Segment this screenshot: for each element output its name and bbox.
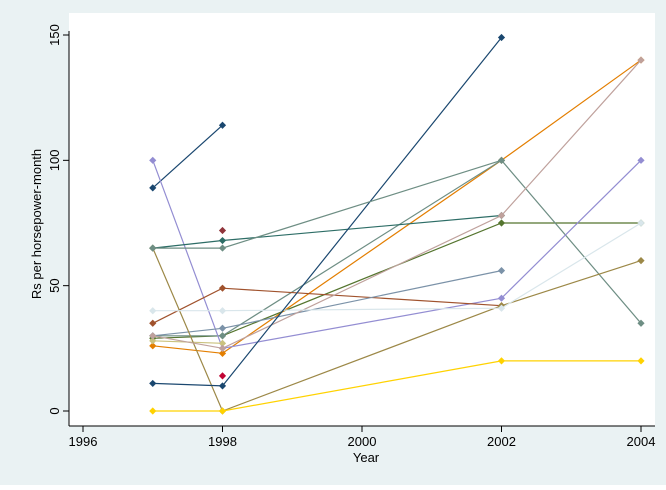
y-tick-label: 100 — [47, 149, 62, 171]
data-point — [218, 244, 227, 252]
data-point — [149, 332, 157, 340]
data-point — [637, 357, 645, 365]
data-point — [637, 257, 645, 265]
series-line — [152, 59, 642, 354]
data-point — [218, 284, 227, 292]
x-tick-label: 2002 — [487, 434, 516, 449]
series-line — [152, 159, 642, 349]
data-point — [497, 267, 506, 275]
x-tick-label: 1998 — [208, 434, 237, 449]
data-point — [218, 226, 227, 235]
data-point — [149, 319, 157, 327]
data-point — [637, 56, 645, 64]
x-tick-label: 2004 — [627, 434, 656, 449]
data-point — [497, 156, 506, 164]
series-6 — [218, 372, 227, 380]
data-point — [497, 33, 506, 42]
data-point — [218, 307, 227, 315]
x-tick-label: 1996 — [69, 434, 98, 449]
data-point — [218, 349, 227, 357]
series-line — [152, 159, 642, 337]
x-tick-label: 2000 — [348, 434, 377, 449]
data-point — [218, 407, 227, 415]
data-point — [637, 319, 645, 327]
data-point — [218, 236, 227, 245]
series-14 — [149, 357, 645, 415]
data-point — [218, 324, 227, 332]
series-1 — [149, 121, 227, 192]
data-point — [497, 304, 506, 312]
series-line — [152, 247, 642, 412]
x-axis-label: Year — [353, 450, 380, 465]
data-point — [149, 407, 157, 415]
data-point — [637, 219, 645, 227]
data-point — [149, 244, 157, 252]
data-point — [149, 184, 157, 192]
data-point — [218, 121, 227, 129]
data-point — [218, 382, 227, 390]
data-point — [637, 156, 645, 164]
data-point — [218, 339, 227, 347]
data-point — [149, 379, 157, 388]
data-point — [218, 372, 227, 380]
series-2 — [218, 226, 227, 235]
series-15 — [149, 219, 645, 315]
series-16 — [149, 33, 506, 390]
data-point — [218, 332, 227, 340]
data-point — [149, 337, 157, 345]
y-tick-label: 0 — [47, 407, 62, 414]
y-axis-label: Rs per horsepower-month — [29, 149, 44, 299]
data-point — [497, 211, 506, 220]
series-line — [152, 360, 641, 412]
data-point — [149, 307, 157, 315]
axes: 1996 1998 2000 2002 2004 0 50 100 150 — [47, 24, 655, 449]
series-17 — [149, 156, 506, 252]
y-tick-label: 50 — [47, 278, 62, 292]
series-line — [152, 59, 642, 349]
series-line — [152, 222, 641, 339]
data-point — [497, 219, 506, 227]
data-point — [218, 344, 227, 352]
y-tick-label: 150 — [47, 24, 62, 46]
data-point — [497, 294, 506, 302]
data-point — [149, 342, 157, 350]
plot-background — [69, 13, 655, 426]
series-13 — [149, 56, 645, 352]
series-layer — [149, 33, 645, 415]
series-line — [152, 124, 223, 189]
series-line — [152, 222, 642, 312]
data-point — [497, 357, 506, 365]
data-point — [149, 156, 157, 164]
